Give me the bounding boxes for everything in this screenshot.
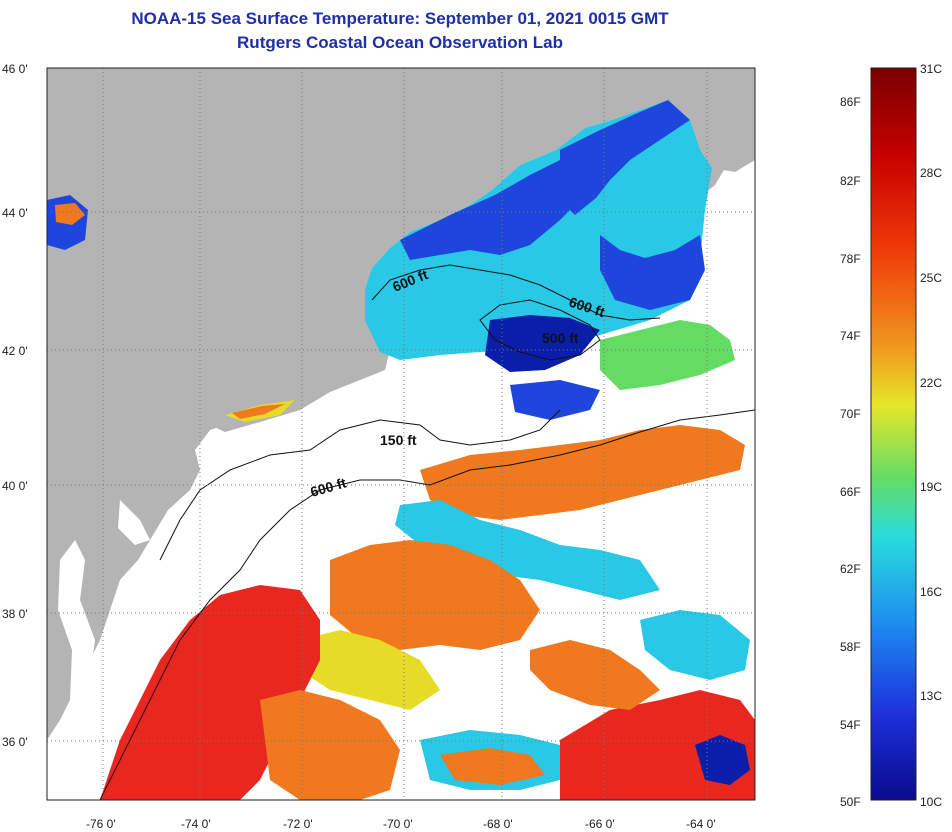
colorbar-f-62: 62F: [840, 562, 861, 576]
lon-tick-64: -64 0': [686, 817, 716, 831]
contour-georges: [479, 299, 601, 361]
sst-red-gulf-stream: [100, 585, 320, 800]
sst-blue-nantucket: [510, 380, 600, 420]
colorbar-f-86: 86F: [840, 95, 861, 109]
sst-orange-ontario-patch: [55, 203, 85, 225]
colorbar: [870, 67, 917, 801]
chesapeake-bay: [58, 540, 95, 700]
colorbar-f-50: 50F: [840, 795, 861, 809]
lat-tick-42: 42 0': [2, 344, 28, 358]
lon-tick-72: -72 0': [283, 817, 313, 831]
lon-tick-74: -74 0': [181, 817, 211, 831]
colorbar-f-78: 78F: [840, 252, 861, 266]
colorbar-c-19: 19C: [920, 480, 942, 494]
colorbar-c-22: 22C: [920, 376, 942, 390]
lat-tick-40: 40 0': [2, 479, 28, 493]
contour-label-150ft: 150 ft: [380, 432, 417, 448]
lon-tick-70: -70 0': [383, 817, 413, 831]
colorbar-c-25: 25C: [920, 271, 942, 285]
sst-orange-east: [530, 640, 660, 710]
lon-tick-66: -66 0': [585, 817, 615, 831]
map-subtitle: Rutgers Coastal Ocean Observation Lab: [237, 33, 563, 52]
sst-green-shelf-edge: [600, 320, 735, 390]
contour-150ft: [159, 409, 561, 561]
sst-cyan-slope-band: [395, 500, 660, 600]
sst-blue-shelf-strip: [600, 235, 705, 310]
colorbar-f-70: 70F: [840, 407, 861, 421]
colorbar-f-58: 58F: [840, 640, 861, 654]
colorbar-c-31: 31C: [920, 62, 942, 76]
lat-tick-36: 36 0': [2, 735, 28, 749]
colorbar-f-82: 82F: [840, 174, 861, 188]
colorbar-f-66: 66F: [840, 485, 861, 499]
sst-orange-south-strip: [440, 748, 545, 785]
contour-600ft-south: [99, 409, 755, 800]
lon-tick-68: -68 0': [483, 817, 513, 831]
sst-blue-fundy: [560, 100, 690, 215]
land-northeast-us: [47, 68, 755, 740]
colorbar-c-10: 10C: [920, 795, 942, 809]
colorbar-f-74: 74F: [840, 329, 861, 343]
lat-tick-44: 44 0': [2, 206, 28, 220]
contour-label-500ft: 500 ft: [542, 330, 579, 346]
sst-yellow-offshore-mid: [300, 630, 440, 710]
map-frame: [46, 67, 756, 801]
colorbar-c-16: 16C: [920, 585, 942, 599]
lat-tick-38: 38 0': [2, 607, 28, 621]
sst-blue-coastal-maine: [400, 150, 600, 260]
colorbar-f-54: 54F: [840, 718, 861, 732]
sst-orange-shelf-break: [420, 425, 745, 520]
sst-orange-offshore-mid: [330, 540, 540, 650]
sst-deep-blue-southeast: [695, 735, 750, 785]
sst-cyan-east-patch: [640, 610, 750, 680]
delaware-bay: [118, 500, 150, 545]
sst-deep-blue-georges: [485, 315, 600, 372]
lon-tick-76: -76 0': [86, 817, 116, 831]
colorbar-c-13: 13C: [920, 689, 942, 703]
colorbar-c-28: 28C: [920, 166, 942, 180]
sst-orange-gulf-stream-edge: [260, 690, 400, 800]
sst-orange-long-island: [232, 404, 285, 419]
contour-gulf-of-maine: [371, 264, 661, 321]
lat-tick-46: 46 0': [2, 62, 28, 76]
map-title: NOAA-15 Sea Surface Temperature: Septemb…: [131, 9, 669, 28]
